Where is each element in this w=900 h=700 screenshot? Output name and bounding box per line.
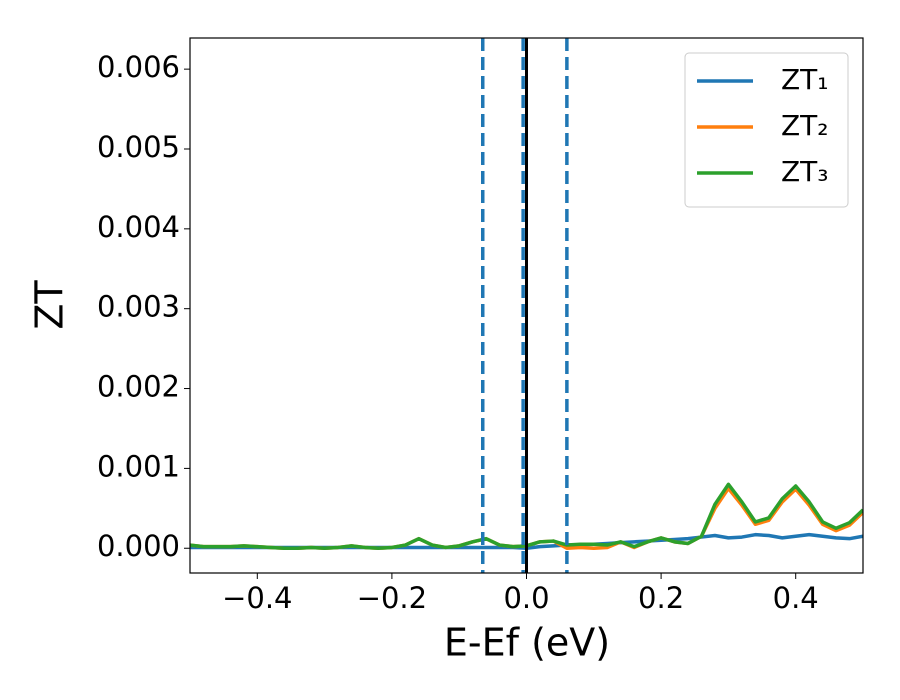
y-tick-label: 0.005 [97,130,180,164]
legend-label: ZT₁ [781,63,829,96]
y-tick-label: 0.004 [97,210,180,244]
y-tick-label: 0.000 [97,529,180,563]
x-tick-label: −0.2 [357,581,427,615]
x-tick-label: −0.4 [222,581,292,615]
y-tick-label: 0.006 [97,50,180,84]
plot [190,38,863,573]
legend-label: ZT₃ [781,155,829,188]
legend-box [684,52,849,208]
x-tick-label: 0.0 [503,581,549,615]
legend-label: ZT₂ [781,109,829,142]
x-tick-label: 0.2 [638,581,684,615]
y-tick-label: 0.001 [97,449,180,483]
y-tick-label: 0.002 [97,370,180,404]
y-axis-label: ZT [28,280,72,330]
plot-frame [189,37,864,574]
x-axis-label: E-Ef (eV) [444,621,610,665]
x-tick-label: 0.4 [773,581,819,615]
y-tick-label: 0.003 [97,290,180,324]
